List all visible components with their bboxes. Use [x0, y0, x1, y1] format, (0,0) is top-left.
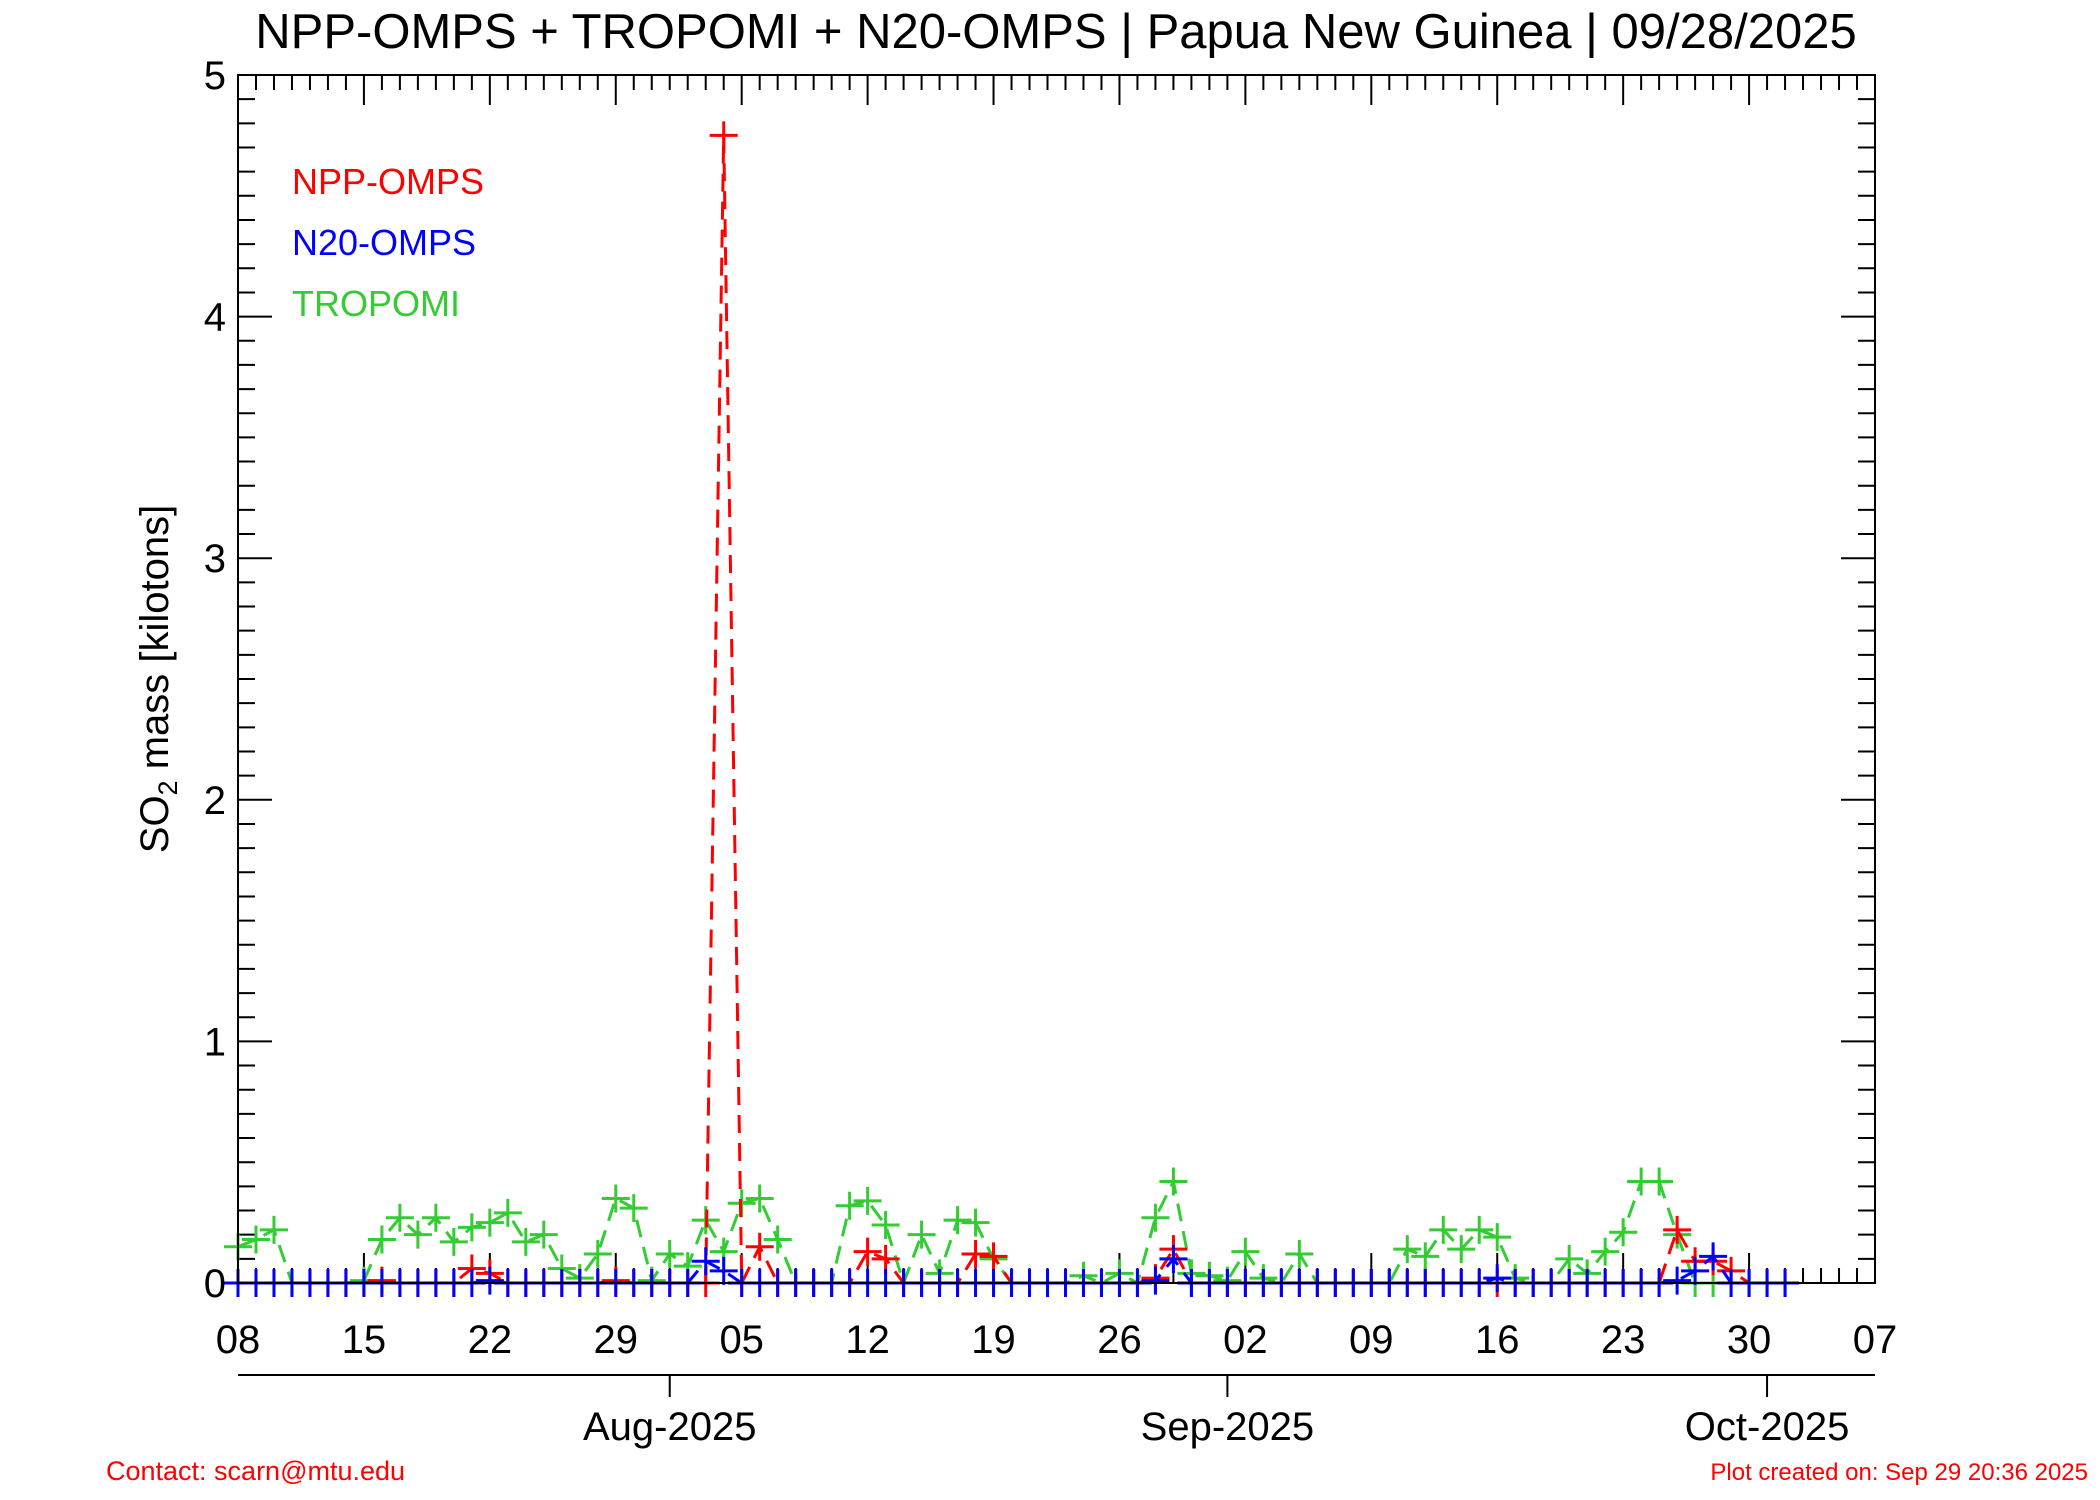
y-tick-label: 4	[204, 296, 226, 340]
data-point-tropomi	[745, 1184, 774, 1213]
x-tick-label: 23	[1601, 1318, 1646, 1362]
data-point-tropomi	[1159, 1167, 1188, 1196]
data-point-tropomi	[601, 1184, 630, 1213]
data-point-n20-omps	[475, 1266, 504, 1295]
x-tick-label: 07	[1853, 1318, 1898, 1362]
data-point-npp-omps	[709, 121, 738, 150]
data-point-tropomi	[943, 1206, 972, 1235]
y-tick-label: 2	[204, 779, 226, 823]
y-axis-label-subscript: 2	[153, 780, 183, 795]
data-point-tropomi	[1465, 1215, 1494, 1244]
data-point-tropomi	[655, 1240, 684, 1269]
month-label: Oct-2025	[1685, 1405, 1850, 1449]
data-point-npp-omps	[745, 1232, 774, 1261]
data-point-tropomi	[907, 1220, 936, 1249]
data-point-tropomi	[493, 1198, 522, 1227]
x-tick-label: 16	[1475, 1318, 1520, 1362]
data-point-tropomi	[1447, 1235, 1476, 1264]
data-point-tropomi	[259, 1215, 288, 1244]
data-point-tropomi	[853, 1186, 882, 1215]
data-point-tropomi	[421, 1203, 450, 1232]
data-point-tropomi	[1141, 1203, 1170, 1232]
data-point-n20-omps	[1483, 1264, 1512, 1293]
y-axis-label-main: SO	[133, 795, 177, 853]
y-tick-label: 1	[204, 1020, 226, 1064]
data-point-tropomi	[1555, 1244, 1584, 1273]
data-point-tropomi	[1609, 1218, 1638, 1247]
x-tick-label: 29	[594, 1318, 639, 1362]
data-point-tropomi	[1645, 1167, 1674, 1196]
x-tick-label: 12	[845, 1318, 890, 1362]
x-tick-label: 19	[971, 1318, 1016, 1362]
x-tick-label: 02	[1223, 1318, 1268, 1362]
data-point-tropomi	[1429, 1215, 1458, 1244]
data-point-n20-omps	[691, 1247, 720, 1276]
data-point-n20-omps	[1663, 1266, 1692, 1295]
data-point-tropomi	[529, 1220, 558, 1249]
data-point-tropomi	[511, 1227, 540, 1256]
data-point-tropomi	[835, 1191, 864, 1220]
chart-title: NPP-OMPS + TROPOMI + N20-OMPS | Papua Ne…	[255, 5, 1856, 59]
y-tick-label: 0	[204, 1262, 226, 1306]
data-point-tropomi	[619, 1194, 648, 1223]
y-tick-label: 3	[204, 537, 226, 581]
data-point-tropomi	[1393, 1235, 1422, 1264]
data-point-tropomi	[457, 1213, 486, 1242]
legend-n20-omps: N20-OMPS	[292, 222, 476, 263]
data-point-tropomi	[1285, 1240, 1314, 1269]
data-point-tropomi	[439, 1227, 468, 1256]
month-label: Aug-2025	[583, 1405, 756, 1449]
x-tick-label: 15	[342, 1318, 387, 1362]
data-point-n20-omps	[1699, 1242, 1728, 1271]
x-tick-label: 05	[719, 1318, 764, 1362]
data-series	[224, 121, 1800, 1297]
data-point-tropomi	[403, 1220, 432, 1249]
legend-npp-omps: NPP-OMPS	[292, 161, 484, 202]
data-point-tropomi	[1231, 1237, 1260, 1266]
data-point-n20-omps	[709, 1256, 738, 1285]
data-point-n20-omps	[1141, 1266, 1170, 1295]
data-point-tropomi	[1411, 1242, 1440, 1271]
data-point-tropomi	[385, 1203, 414, 1232]
data-point-tropomi	[367, 1225, 396, 1254]
data-point-npp-omps	[979, 1242, 1008, 1271]
data-point-tropomi	[1591, 1237, 1620, 1266]
data-point-tropomi	[583, 1240, 612, 1269]
data-point-tropomi	[1483, 1223, 1512, 1252]
data-point-tropomi	[241, 1225, 270, 1254]
x-tick-label: 22	[468, 1318, 513, 1362]
data-point-npp-omps	[871, 1244, 900, 1273]
y-tick-label: 5	[204, 54, 226, 98]
footer-created: Plot created on: Sep 29 20:36 2025	[1710, 1459, 2088, 1486]
x-tick-label: 26	[1097, 1318, 1142, 1362]
data-point-npp-omps	[1663, 1215, 1692, 1244]
footer-contact: Contact: scarn@mtu.edu	[106, 1456, 405, 1486]
y-axis-label-rest: mass [kilotons]	[133, 505, 177, 781]
data-point-n20-omps	[1681, 1256, 1710, 1285]
x-tick-label: 30	[1727, 1318, 1772, 1362]
series-npp-omps	[224, 121, 1800, 1297]
data-point-tropomi	[871, 1211, 900, 1240]
data-point-tropomi	[961, 1208, 990, 1237]
data-point-tropomi	[475, 1208, 504, 1237]
axis-ticks	[237, 74, 1876, 1397]
plot-frame	[237, 74, 1876, 1284]
legend-tropomi: TROPOMI	[292, 283, 460, 324]
y-axis-label: SO2 mass [kilotons]	[133, 505, 183, 853]
data-point-npp-omps	[961, 1240, 990, 1269]
x-tick-label: 09	[1349, 1318, 1394, 1362]
x-tick-label: 08	[216, 1318, 261, 1362]
series-line-npp-omps	[238, 135, 1786, 1285]
month-label: Sep-2025	[1141, 1405, 1314, 1449]
data-point-n20-omps	[1159, 1244, 1188, 1273]
data-point-tropomi	[763, 1225, 792, 1254]
data-point-npp-omps	[853, 1237, 882, 1266]
